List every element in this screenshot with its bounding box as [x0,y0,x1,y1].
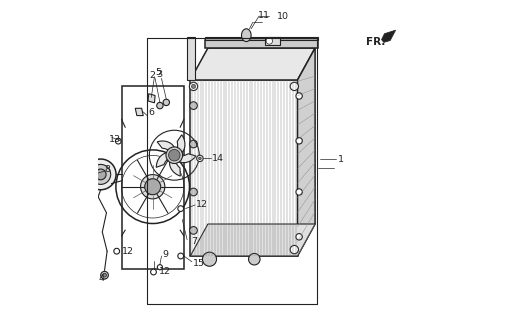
Text: 1: 1 [337,155,344,164]
Text: 7: 7 [191,237,197,246]
Circle shape [190,82,198,91]
Text: 12: 12 [159,268,171,276]
Circle shape [168,149,180,161]
Circle shape [197,155,203,162]
Circle shape [266,38,272,44]
Circle shape [290,245,299,254]
Circle shape [190,140,197,148]
Circle shape [115,138,121,144]
Polygon shape [135,108,143,116]
Text: 13: 13 [109,135,122,144]
Polygon shape [176,154,196,163]
Polygon shape [176,135,185,154]
Text: 15: 15 [193,259,205,268]
Circle shape [296,189,302,195]
Circle shape [150,269,157,275]
Circle shape [85,159,116,190]
Circle shape [178,253,183,259]
Circle shape [178,206,183,212]
Circle shape [296,93,302,99]
Polygon shape [169,158,180,176]
Circle shape [249,253,260,265]
Text: 3: 3 [157,70,163,79]
Bar [204,40,318,48]
Text: 9: 9 [162,250,168,259]
Text: 12: 12 [122,247,134,256]
Circle shape [95,169,106,180]
Polygon shape [298,48,315,256]
Text: 4: 4 [99,274,105,283]
Polygon shape [157,141,175,153]
Text: 8: 8 [104,165,110,174]
Text: 2: 2 [149,71,156,80]
Text: 6: 6 [148,108,154,117]
Circle shape [190,188,197,196]
Text: 14: 14 [212,154,224,163]
Circle shape [91,164,111,184]
Polygon shape [148,94,155,103]
Text: 12: 12 [196,200,208,209]
Circle shape [192,84,195,88]
Circle shape [145,179,161,195]
Circle shape [141,175,165,199]
Circle shape [190,227,197,234]
Polygon shape [191,48,315,80]
Circle shape [101,271,108,279]
Bar [187,37,195,80]
Text: FR.: FR. [366,36,386,47]
Text: 10: 10 [277,12,289,21]
Circle shape [166,147,183,164]
Circle shape [114,248,119,254]
Circle shape [296,138,302,144]
Polygon shape [382,30,396,43]
Circle shape [190,102,197,109]
Polygon shape [191,224,315,256]
Ellipse shape [242,29,251,42]
Circle shape [158,265,162,270]
Bar [191,80,298,256]
Text: 11: 11 [258,11,269,20]
Circle shape [296,234,302,240]
Circle shape [202,252,216,266]
Bar [122,86,184,269]
Circle shape [157,102,163,109]
Bar [204,37,318,40]
Circle shape [163,99,169,106]
Text: 5: 5 [156,68,162,76]
Bar [266,37,280,45]
Circle shape [102,273,107,277]
Circle shape [290,82,299,91]
Circle shape [199,157,201,160]
Polygon shape [156,153,171,167]
